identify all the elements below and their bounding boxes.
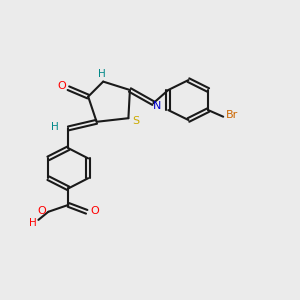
Text: Br: Br [226, 110, 238, 121]
Text: H: H [51, 122, 59, 132]
Text: N: N [153, 100, 161, 111]
Text: S: S [133, 116, 140, 126]
Text: O: O [90, 206, 99, 216]
Text: H: H [29, 218, 37, 229]
Text: O: O [57, 81, 66, 92]
Text: H: H [98, 69, 105, 79]
Text: O: O [37, 206, 46, 216]
